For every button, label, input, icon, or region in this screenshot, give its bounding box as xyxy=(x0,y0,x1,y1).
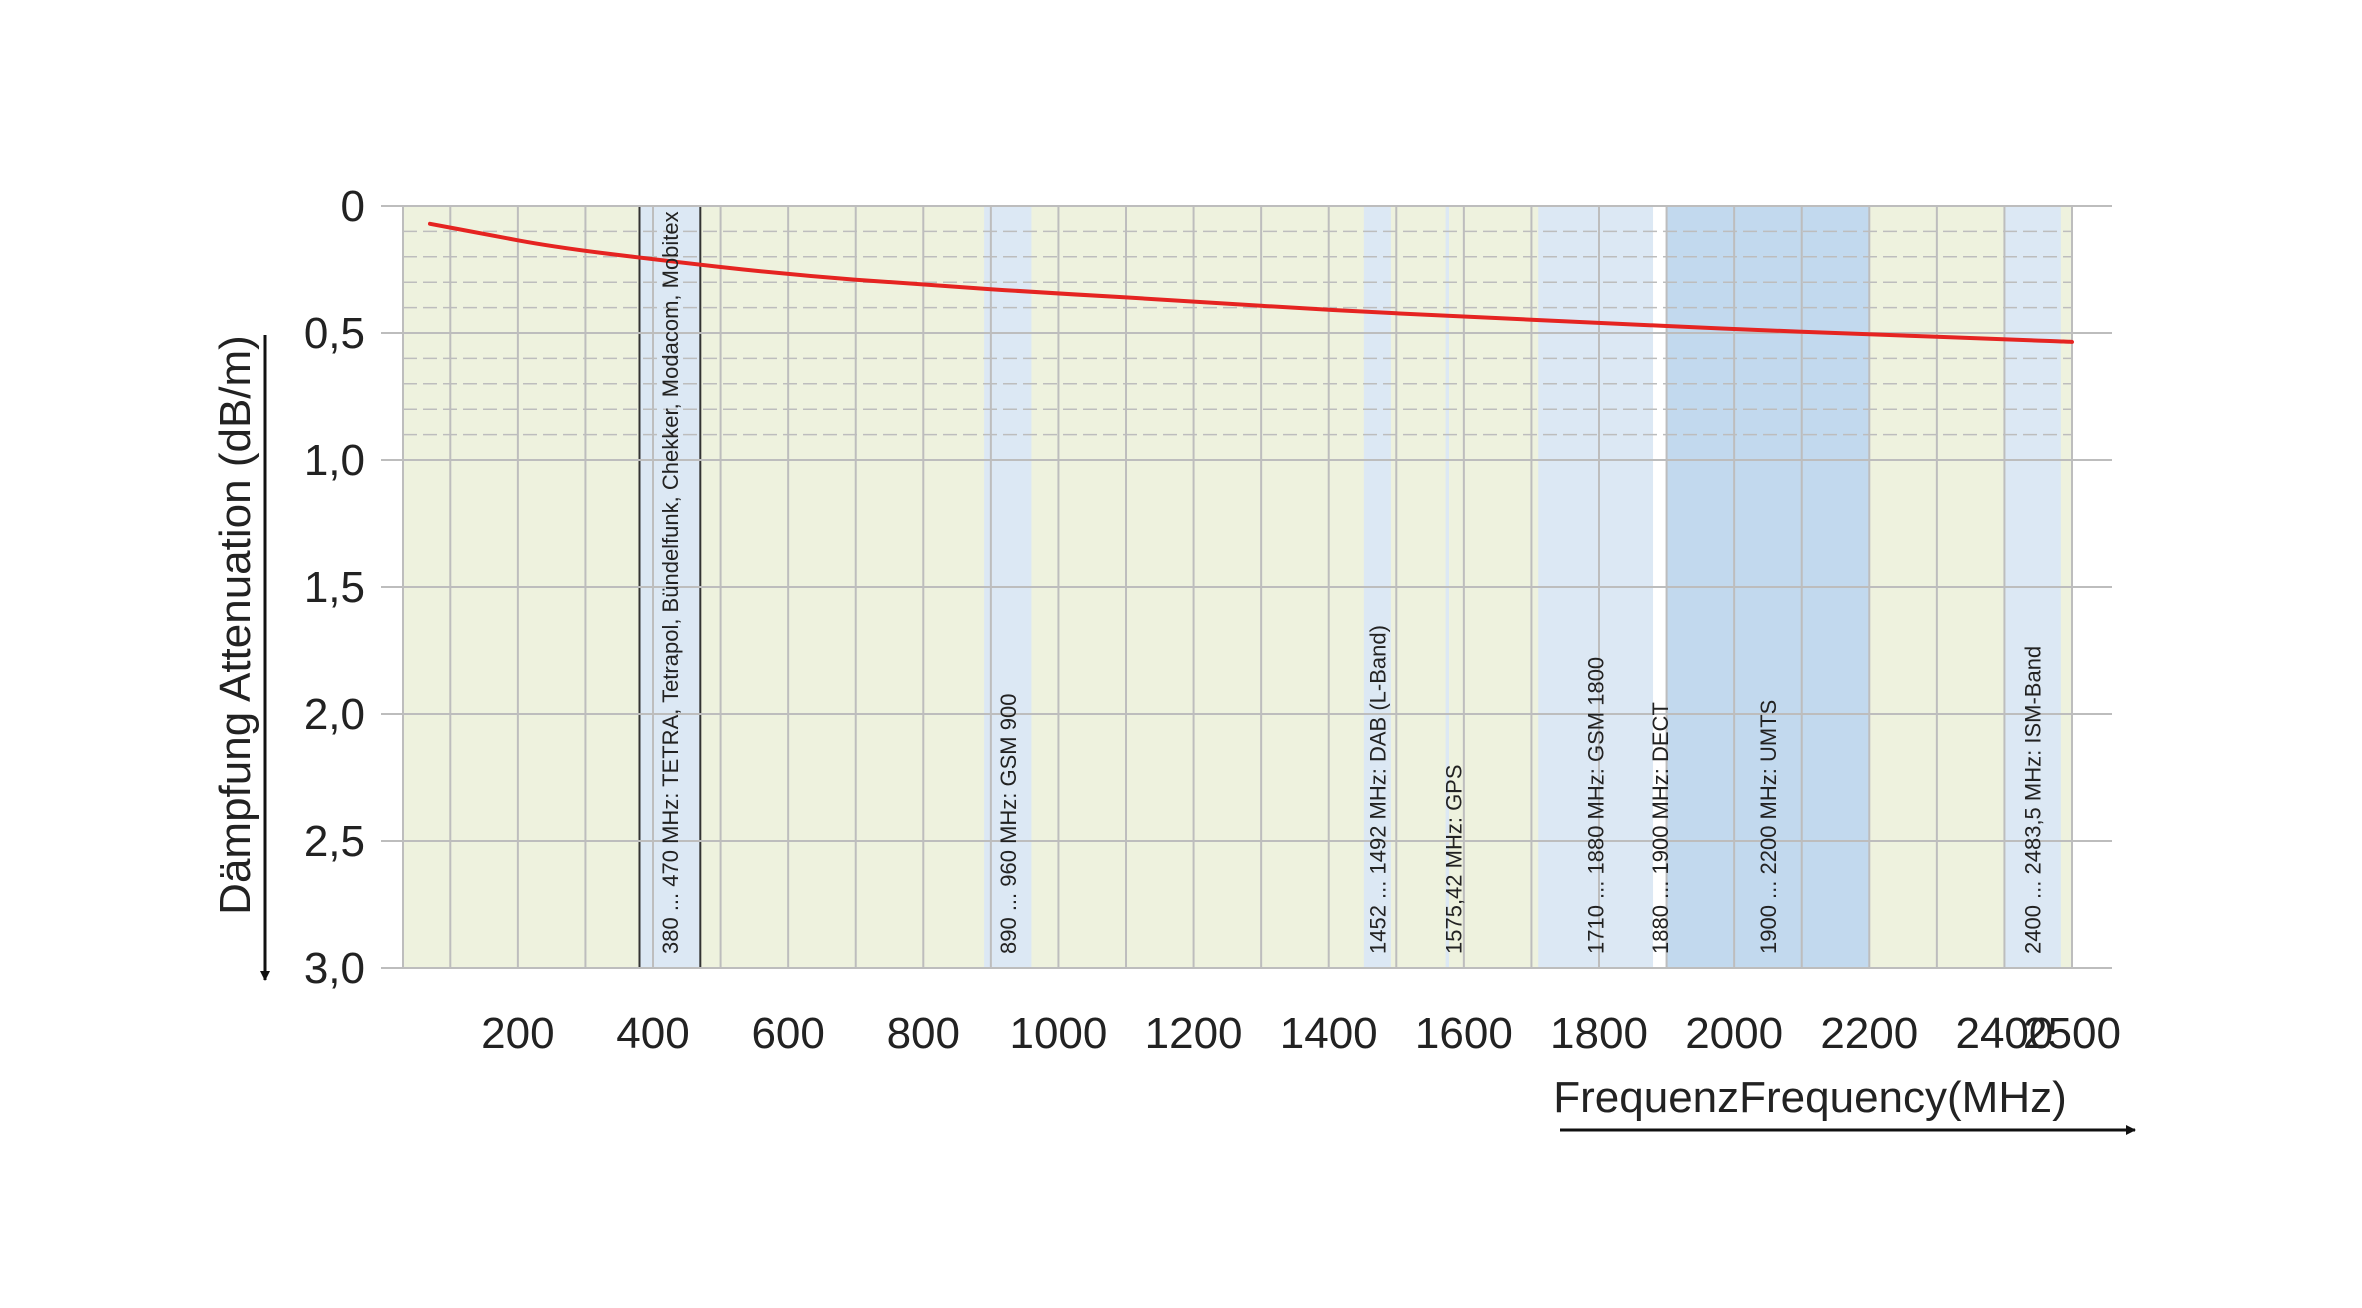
x-tick-label: 2400 xyxy=(1955,1009,2053,1058)
x-tick-label: 600 xyxy=(751,1009,824,1058)
band-label-7: 2400 ... 2483,5 MHz: ISM-Band xyxy=(2021,646,2046,954)
y-tick-label: 2,5 xyxy=(304,817,365,866)
grid-lines xyxy=(381,205,2112,969)
y-tick-label: 3,0 xyxy=(304,944,365,993)
band-label-1: 890 ... 960 MHz: GSM 900 xyxy=(996,694,1021,954)
y-axis-title: Dämpfung Attenuation (dB/m) xyxy=(211,335,260,915)
attenuation-curve xyxy=(428,221,2074,344)
band-labels: 380 ... 470 MHz: TETRA, Tetrapol, Bündel… xyxy=(658,211,2046,954)
x-tick-label: 800 xyxy=(887,1009,960,1058)
x-tick-label: 400 xyxy=(616,1009,689,1058)
x-tick-label: 2200 xyxy=(1820,1009,1918,1058)
y-tick-label: 2,0 xyxy=(304,690,365,739)
tick-labels: 0 0,5 1,0 1,5 2,0 2,5 3,0 200 400 600 800 1000 1200 1… xyxy=(304,182,2121,1058)
x-tick-label: 1400 xyxy=(1280,1009,1378,1058)
attenuation-series xyxy=(428,221,2074,344)
y-tick-label: 0,5 xyxy=(304,309,365,358)
x-tick-label: 1800 xyxy=(1550,1009,1648,1058)
x-tick-label: 2500 xyxy=(2023,1009,2121,1058)
band-label-4: 1710 ... 1880 MHz: GSM 1800 xyxy=(1584,657,1609,954)
x-tick-label: 1600 xyxy=(1415,1009,1513,1058)
axis-titles: Dämpfung Attenuation (dB/m) FrequenzFreq… xyxy=(211,335,2136,1135)
y-tick-label: 1,0 xyxy=(304,436,365,485)
band-label-0: 380 ... 470 MHz: TETRA, Tetrapol, Bündel… xyxy=(658,211,683,954)
x-tick-label: 1200 xyxy=(1145,1009,1243,1058)
band-label-2: 1452 ... 1492 MHz: DAB (L-Band) xyxy=(1365,625,1390,954)
band-label-6: 1900 ... 2200 MHz: UMTS xyxy=(1756,700,1781,954)
band-label-5: 1880 ... 1900 MHz: DECT xyxy=(1648,702,1673,954)
x-axis-title: FrequenzFrequency(MHz) xyxy=(1553,1073,2067,1122)
x-tick-label: 2000 xyxy=(1685,1009,1783,1058)
y-tick-label: 0 xyxy=(341,182,365,231)
band-label-3: 1575,42 MHz: GPS xyxy=(1441,764,1466,954)
x-tick-label: 200 xyxy=(481,1009,554,1058)
y-tick-label: 1,5 xyxy=(304,563,365,612)
x-tick-label: 1000 xyxy=(1009,1009,1107,1058)
